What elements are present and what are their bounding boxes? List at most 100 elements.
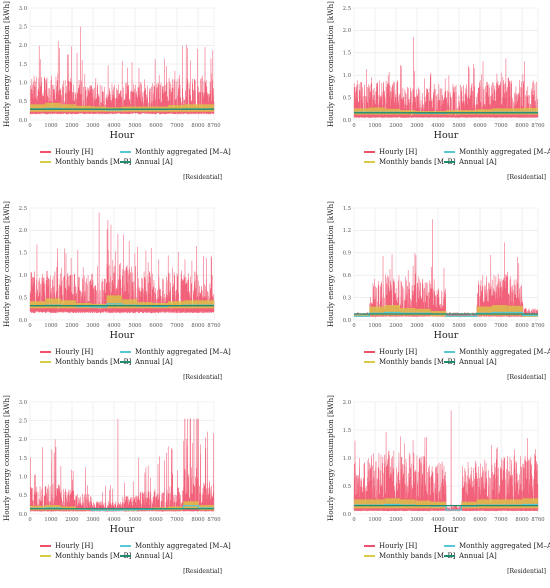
- band-month-1: [30, 301, 46, 309]
- y-tick-label: 0.0: [19, 318, 27, 324]
- legend-item-hourly: Hourly [H]: [364, 542, 417, 551]
- x-tick-label: 8760: [207, 323, 220, 329]
- legend-swatch: [444, 545, 455, 547]
- legend-swatch: [444, 151, 455, 153]
- y-tick-label: 3.0: [19, 400, 27, 406]
- x-tick-label: 6000: [473, 123, 486, 129]
- y-tick-label: 0.5: [19, 295, 27, 301]
- y-tick-label: 0.9: [343, 251, 351, 257]
- y-tick-label: 2.0: [19, 228, 27, 234]
- y-tick-label: 0.5: [19, 99, 27, 105]
- band-month-10: [492, 499, 508, 509]
- y-axis-title: Hourly energy consumption [kWh]: [326, 395, 335, 521]
- legend-swatch: [364, 351, 375, 353]
- series-hourly: [29, 212, 215, 315]
- residential-tag: [Residential]: [183, 568, 222, 575]
- legend-6: Hourly [H] Monthly aggregated [M–A] Monthl…: [324, 542, 550, 572]
- legend-swatch: [364, 151, 375, 153]
- x-tick-label: 5000: [128, 123, 141, 129]
- x-tick-label: 3000: [86, 517, 99, 523]
- legend-item-monthly-bands: Monthly bands [M–B]: [364, 358, 455, 367]
- x-tick-label: 8000: [515, 517, 528, 523]
- legend-label: Monthly aggregated [M–A]: [459, 542, 550, 550]
- legend-label: Annual [A]: [459, 158, 497, 166]
- x-tick-label: 0: [28, 123, 31, 129]
- y-tick-label: 1.0: [19, 273, 27, 279]
- band-month-12: [522, 107, 538, 115]
- band-month-1: [354, 499, 370, 509]
- legend-item-hourly: Hourly [H]: [364, 148, 417, 157]
- x-tick-label: 5000: [452, 517, 465, 523]
- y-tick-label: 1.0: [343, 456, 351, 462]
- legend-swatch: [40, 161, 51, 163]
- band-month-12: [198, 300, 214, 309]
- band-month-3: [384, 305, 400, 316]
- x-tick-label: 1000: [44, 123, 57, 129]
- x-tick-label: 8760: [207, 123, 220, 129]
- x-tick-label: 7000: [494, 323, 507, 329]
- band-month-11: [183, 104, 199, 112]
- legend-item-monthly-bands: Monthly bands [M–B]: [40, 358, 131, 367]
- y-axis-title: Hourly energy consumption [kWh]: [2, 1, 11, 127]
- legend-item-annual: Annual [A]: [120, 358, 173, 367]
- legend-item-hourly: Hourly [H]: [40, 348, 93, 357]
- x-tick-label: 2000: [65, 323, 78, 329]
- legend-label: Hourly [H]: [55, 542, 94, 550]
- legend-label: Monthly aggregated [M–A]: [135, 148, 231, 156]
- y-tick-label: 1.5: [343, 428, 351, 434]
- y-tick-label: 1.5: [19, 456, 27, 462]
- band-month-5: [415, 500, 431, 509]
- x-tick-label: 8000: [191, 323, 204, 329]
- legend-label: Annual [A]: [135, 552, 173, 560]
- x-tick-label: 0: [352, 517, 355, 523]
- band-month-4: [400, 308, 416, 316]
- legend-swatch: [444, 161, 455, 163]
- legend-swatch: [364, 545, 375, 547]
- legend-label: Hourly [H]: [379, 148, 418, 156]
- legend-item-annual: Annual [A]: [444, 552, 497, 561]
- x-tick-label: 2000: [389, 517, 402, 523]
- legend-3: Hourly [H] Monthly aggregated [M–A] Monthl…: [0, 348, 270, 378]
- legend-label: Monthly bands [M–B]: [379, 158, 456, 166]
- y-tick-label: 0.5: [19, 493, 27, 499]
- legend-item-monthly-bands: Monthly bands [M–B]: [364, 552, 455, 561]
- legend-swatch: [120, 351, 131, 353]
- y-tick-label: 1.5: [343, 51, 351, 57]
- chart-panel-4: 0 1000 2000 3000 4000 5000 6000 7000 8000 8760 0.0…: [324, 200, 550, 392]
- legend-label: Monthly bands [M–B]: [55, 158, 132, 166]
- y-tick-label: 1.0: [19, 80, 27, 86]
- y-tick-label: 0.0: [343, 118, 351, 124]
- legend-1: Hourly [H] Monthly aggregated [M–A] Monthl…: [0, 148, 270, 178]
- legend-item-hourly: Hourly [H]: [40, 542, 93, 551]
- legend-swatch: [120, 161, 131, 163]
- x-tick-label: 6000: [149, 123, 162, 129]
- chart-svg-2: 0 1000 2000 3000 4000 5000 6000 7000 8000 8760 0.0…: [326, 1, 545, 141]
- x-tick-label: 8000: [191, 123, 204, 129]
- band-month-2: [369, 107, 385, 115]
- y-tick-label: 2.0: [19, 437, 27, 443]
- band-month-9: [476, 499, 492, 509]
- residential-tag: [Residential]: [507, 374, 546, 381]
- legend-2: Hourly [H] Monthly aggregated [M–A] Monthl…: [324, 148, 550, 178]
- chart-svg-3: 0 1000 2000 3000 4000 5000 6000 7000 8000 8760 0.0…: [2, 201, 221, 341]
- y-tick-label: 0.6: [343, 273, 351, 279]
- x-tick-label: 0: [28, 323, 31, 329]
- y-tick-label: 0.0: [19, 512, 27, 518]
- x-tick-label: 1000: [44, 323, 57, 329]
- x-tick-label: 6000: [473, 323, 486, 329]
- band-month-11: [183, 300, 199, 309]
- x-axis-title: Hour: [434, 330, 459, 341]
- band-month-12: [198, 104, 214, 112]
- x-tick-label: 6000: [149, 323, 162, 329]
- x-tick-label: 8760: [531, 323, 544, 329]
- x-tick-label: 5000: [452, 123, 465, 129]
- x-tick-label: 8760: [207, 517, 220, 523]
- y-axis-title: Hourly energy consumption [kWh]: [326, 1, 335, 127]
- y-tick-label: 2.0: [19, 43, 27, 49]
- y-tick-label: 2.5: [19, 206, 27, 212]
- legend-label: Hourly [H]: [379, 348, 418, 356]
- legend-swatch: [444, 351, 455, 353]
- legend-label: Annual [A]: [459, 552, 497, 560]
- band-month-10: [492, 305, 508, 316]
- series-hourly: [29, 26, 215, 115]
